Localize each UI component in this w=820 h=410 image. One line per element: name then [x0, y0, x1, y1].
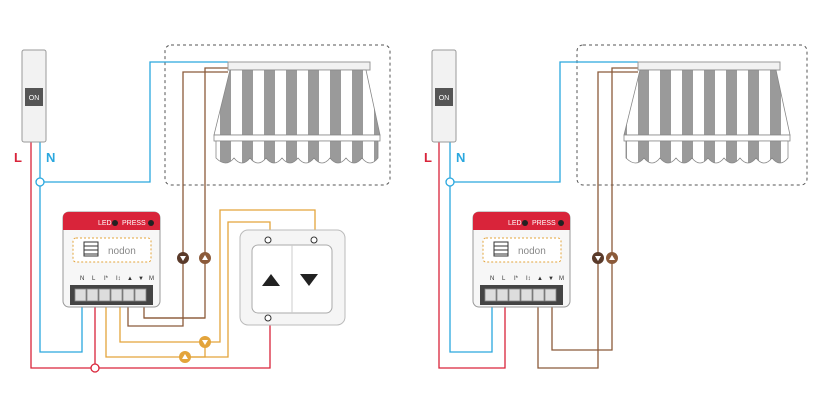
motor-down-icon-2	[592, 252, 604, 264]
terminal-label: L	[92, 276, 96, 282]
line-label-2: L	[424, 150, 432, 165]
terminal-label: I*	[104, 276, 109, 282]
terminal-labels: N L I* I↕ ▲ ▼ M	[80, 276, 154, 282]
motor-up-icon-2	[606, 252, 618, 264]
nodon-module-2: LED PRESS nodon N L I* I↕ ▲ ▼ M	[472, 211, 571, 308]
terminal-label: L	[502, 276, 506, 282]
switch-up-indicator	[199, 336, 211, 348]
awning-icon	[213, 61, 381, 164]
neutral-wires	[39, 61, 228, 353]
breaker-icon: ON	[21, 49, 47, 143]
terminal-label: ▼	[548, 276, 554, 282]
brand-label: nodon	[108, 246, 136, 257]
led-label: LED	[508, 220, 522, 227]
terminal-label: M	[149, 276, 154, 282]
awning-enclosure-2	[576, 44, 808, 186]
neutral-label-2: N	[456, 150, 465, 165]
press-label: PRESS	[532, 220, 556, 227]
blinds-icon	[83, 241, 99, 257]
led-label: LED	[98, 220, 112, 227]
motor-up-icon	[199, 252, 211, 264]
neutral-junction-2	[445, 177, 455, 187]
line-label: L	[14, 150, 22, 165]
line-junction	[90, 363, 100, 373]
neutral-label: N	[46, 150, 55, 165]
terminal-screws	[74, 288, 147, 302]
terminal-label: I↕	[116, 276, 121, 282]
brand-label: nodon	[518, 246, 546, 257]
line-wires	[30, 140, 271, 369]
blinds-icon-2	[493, 241, 509, 257]
breaker-icon-2: ON	[431, 49, 457, 143]
right-diagram: ON L N LED PRESS	[424, 44, 808, 369]
terminal-label: ▼	[138, 276, 144, 282]
terminal-label: I*	[514, 276, 519, 282]
terminal-label: I↕	[526, 276, 531, 282]
switch-wires	[105, 209, 316, 358]
terminal-label: N	[80, 276, 84, 282]
switch-down-indicator	[179, 351, 191, 363]
breaker-label: ON	[29, 95, 40, 102]
motor-down-icon	[177, 252, 189, 264]
terminal-label: N	[490, 276, 494, 282]
neutral-junction	[35, 177, 45, 187]
breaker-label: ON	[439, 95, 450, 102]
awning-icon-2	[623, 61, 791, 164]
switch-icon	[239, 229, 346, 326]
terminal-label: M	[559, 276, 564, 282]
terminal-label: ▲	[537, 276, 543, 282]
terminal-label: ▲	[127, 276, 133, 282]
left-diagram: ON L N	[14, 44, 391, 373]
nodon-module: LED PRESS nodon N L I* I↕ ▲ ▼ M	[62, 211, 161, 308]
press-label: PRESS	[122, 220, 146, 227]
